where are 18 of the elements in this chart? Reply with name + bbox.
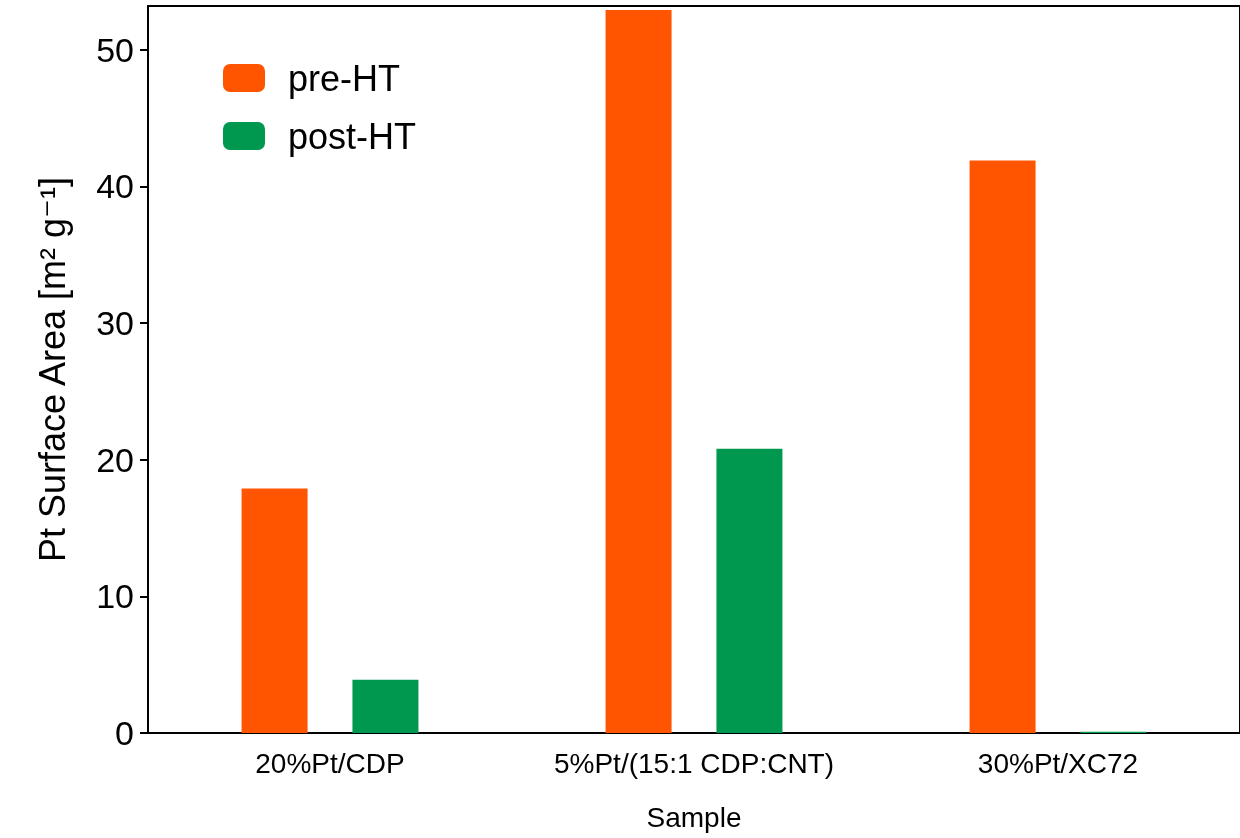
legend-label: pre-HT: [288, 57, 401, 99]
y-axis-title: Pt Surface Area [m² g⁻¹]: [31, 176, 73, 563]
y-tick-label: 20: [96, 440, 134, 479]
x-tick-label: 5%Pt/(15:1 CDP:CNT): [553, 747, 835, 779]
y-tick-label: 40: [96, 167, 134, 206]
bar: [605, 10, 672, 733]
bar: [352, 679, 419, 733]
y-tick-label: 0: [115, 714, 134, 752]
bar: [969, 160, 1036, 733]
y-tick-label: 50: [96, 30, 134, 69]
bar: [716, 448, 783, 733]
y-tick-label: 30: [96, 304, 134, 343]
x-axis-title: Sample: [646, 801, 742, 833]
y-tick-label: 10: [96, 577, 134, 616]
bar: [241, 488, 308, 733]
x-tick-label: 30%Pt/XC72: [977, 747, 1139, 779]
x-tick-label: 20%Pt/CDP: [255, 747, 405, 779]
legend-label: post-HT: [288, 115, 417, 157]
